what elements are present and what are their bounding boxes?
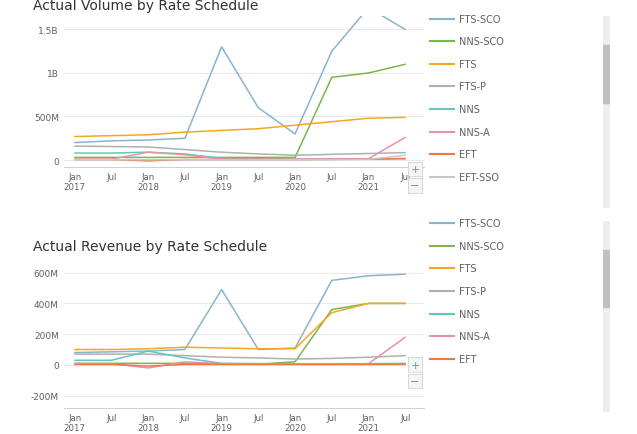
Text: NNS: NNS — [459, 105, 480, 115]
Text: EFT: EFT — [459, 354, 476, 364]
Text: Actual Volume by Rate Schedule: Actual Volume by Rate Schedule — [33, 0, 259, 13]
Text: +: + — [410, 360, 420, 370]
Text: +: + — [410, 164, 420, 174]
Text: FTS: FTS — [459, 60, 476, 69]
Text: FTS-SCO: FTS-SCO — [459, 15, 501, 24]
Text: FTS-P: FTS-P — [459, 82, 486, 92]
Text: NNS-SCO: NNS-SCO — [459, 37, 504, 47]
Text: FTS: FTS — [459, 264, 476, 273]
Text: FTS-SCO: FTS-SCO — [459, 219, 501, 228]
Text: FTS-P: FTS-P — [459, 286, 486, 296]
Text: Actual Revenue by Rate Schedule: Actual Revenue by Rate Schedule — [33, 240, 268, 254]
Bar — [603, 250, 610, 307]
Text: NNS-SCO: NNS-SCO — [459, 241, 504, 251]
Bar — [603, 46, 610, 103]
Text: −: − — [410, 376, 420, 386]
Text: NNS: NNS — [459, 309, 480, 319]
Text: −: − — [410, 181, 420, 191]
Text: NNS-A: NNS-A — [459, 128, 490, 137]
Text: EFT-SSO: EFT-SSO — [459, 173, 499, 182]
Text: NNS-A: NNS-A — [459, 332, 490, 341]
Text: EFT: EFT — [459, 150, 476, 160]
